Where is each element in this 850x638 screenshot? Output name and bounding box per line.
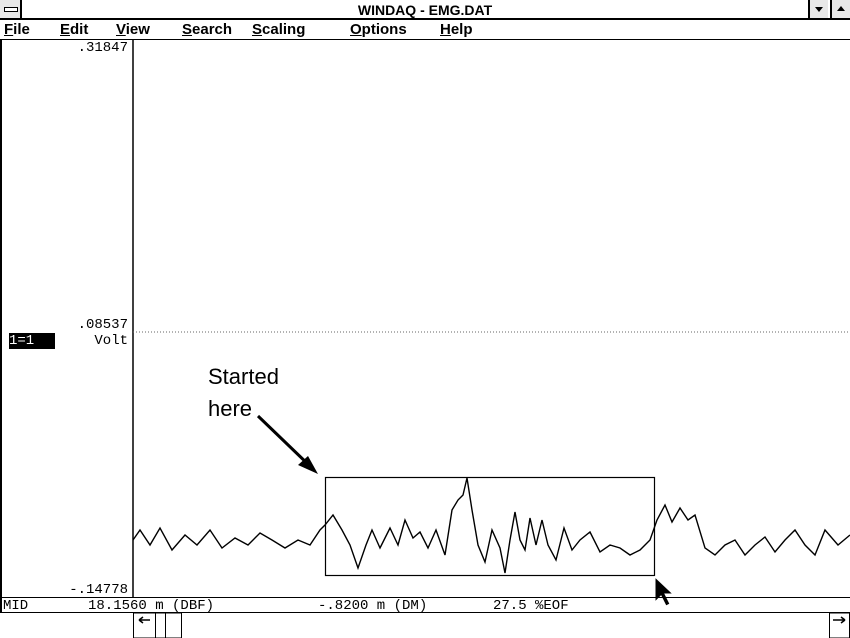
plot — [0, 40, 850, 638]
scroll-right-arrow — [833, 616, 846, 624]
window-title: WINDAQ - EMG.DAT — [357, 2, 493, 18]
minimize-button[interactable] — [808, 0, 828, 18]
annotation-arrow — [256, 414, 314, 470]
status-text: 27.5 %EOF — [493, 598, 569, 614]
annotation-text: here — [208, 396, 253, 421]
menu-item[interactable]: View — [116, 21, 150, 38]
scroll-track[interactable] — [165, 612, 182, 638]
scale-top: .31847 — [77, 40, 128, 56]
selection-box — [324, 476, 656, 577]
scroll-left-button[interactable] — [133, 612, 156, 638]
minimize-icon — [815, 7, 823, 12]
title-bar: WINDAQ - EMG.DAT — [0, 0, 850, 20]
system-menu-icon — [4, 7, 18, 12]
channel-label: 1=1 — [9, 333, 55, 349]
annotation-arrowhead — [298, 456, 318, 474]
menu-item[interactable]: Options — [350, 21, 407, 38]
scroll-right-button[interactable] — [829, 612, 850, 638]
waveform — [132, 477, 850, 574]
maximize-button[interactable] — [830, 0, 850, 18]
scroll-thumb[interactable] — [155, 612, 166, 638]
menu-item[interactable]: Search — [182, 21, 233, 38]
menu-item[interactable]: Scaling — [252, 21, 306, 38]
annotation-text: Started — [208, 364, 279, 389]
status-text: -.8200 m (DM) — [318, 598, 428, 614]
status-text: 18.1560 m (DBF) — [88, 598, 215, 614]
menu-item[interactable]: Edit — [60, 21, 89, 38]
menu-item[interactable]: Help — [440, 21, 473, 38]
system-menu[interactable] — [0, 0, 22, 18]
scale-bottom: -.14778 — [69, 582, 128, 598]
menu-item[interactable]: File — [4, 21, 30, 38]
unit-label: Volt — [94, 333, 128, 349]
scroll-left-arrow — [138, 616, 150, 624]
scale-middle: .08537 — [77, 317, 128, 333]
status-text: MID — [3, 598, 29, 614]
mouse-cursor — [654, 575, 675, 607]
maximize-icon — [837, 6, 845, 11]
menu-bar: File Edit View Search Scaling Options Help — [0, 20, 850, 40]
